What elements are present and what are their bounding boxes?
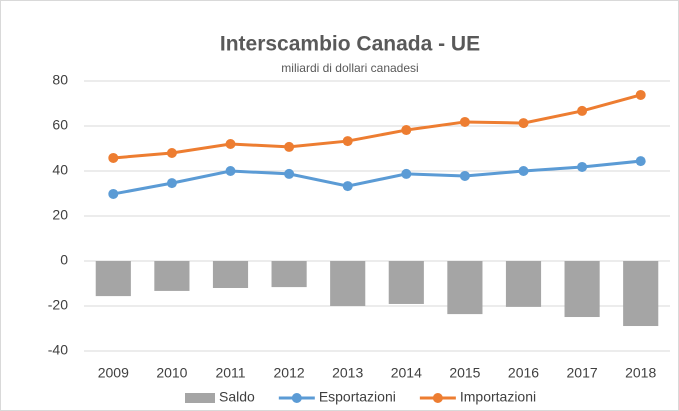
x-tick-label: 2009 [98,365,129,381]
marker [459,170,470,181]
marker [459,116,470,127]
marker [284,141,295,152]
marker [577,161,588,172]
marker [108,188,119,199]
marker [166,148,177,158]
marker [635,89,646,100]
bar [388,261,424,304]
marker [225,166,236,176]
line [113,159,641,196]
bar [271,261,307,288]
chart-title: Interscambio Canada - UE [220,33,480,56]
marker [342,136,353,147]
legend-marker [432,393,443,403]
bar [154,261,190,291]
y-tick-label: -40 [48,342,68,358]
marker [166,178,177,189]
legend-marker [291,393,302,403]
y-tick-label: -20 [48,297,68,313]
y-tick-label: 40 [52,162,68,178]
marker [108,152,119,163]
marker [518,118,529,129]
x-tick-label: 2012 [274,365,305,381]
y-tick-label: 80 [52,72,68,88]
line [113,93,642,160]
x-tick-label: 2014 [391,365,422,381]
x-tick-label: 2017 [567,365,598,381]
legend-swatch [185,393,215,403]
x-tick-label: 2011 [215,365,245,381]
x-tick-label: 2010 [156,365,187,381]
y-tick-label: 60 [52,117,68,133]
legend-label: Saldo [219,389,255,405]
bar [212,261,249,288]
marker [342,181,353,192]
bar [95,261,131,297]
marker [635,156,646,167]
bar [505,261,542,307]
bar [447,261,483,315]
marker [401,168,412,179]
marker [577,105,588,116]
y-tick-label: 20 [52,207,68,223]
x-tick-label: 2018 [625,365,656,381]
y-tick-label: 0 [60,252,68,268]
marker [284,168,295,179]
bar [330,261,366,306]
x-tick-label: 2013 [332,365,363,381]
marker [518,166,529,176]
bar [623,261,659,327]
x-tick-label: 2015 [449,365,480,381]
legend-label: Esportazioni [319,389,396,405]
chart-subtitle: miliardi di dollari canadesi [281,61,418,75]
legend-label: Importazioni [460,389,536,405]
marker [401,125,412,136]
marker [225,139,236,149]
bar [564,261,600,318]
x-tick-label: 2016 [508,365,539,381]
